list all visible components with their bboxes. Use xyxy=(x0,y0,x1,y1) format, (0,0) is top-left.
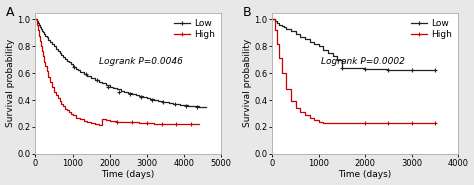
Legend: Low, High: Low, High xyxy=(409,17,454,41)
Y-axis label: Survival probability: Survival probability xyxy=(6,39,15,127)
Text: Logrank P=0.0002: Logrank P=0.0002 xyxy=(321,57,405,66)
Y-axis label: Survival probability: Survival probability xyxy=(243,39,252,127)
Text: Logrank P=0.0046: Logrank P=0.0046 xyxy=(99,57,182,66)
X-axis label: Time (days): Time (days) xyxy=(338,170,392,179)
Legend: Low, High: Low, High xyxy=(172,17,217,41)
Text: B: B xyxy=(243,6,251,19)
X-axis label: Time (days): Time (days) xyxy=(101,170,155,179)
Text: A: A xyxy=(6,6,14,19)
